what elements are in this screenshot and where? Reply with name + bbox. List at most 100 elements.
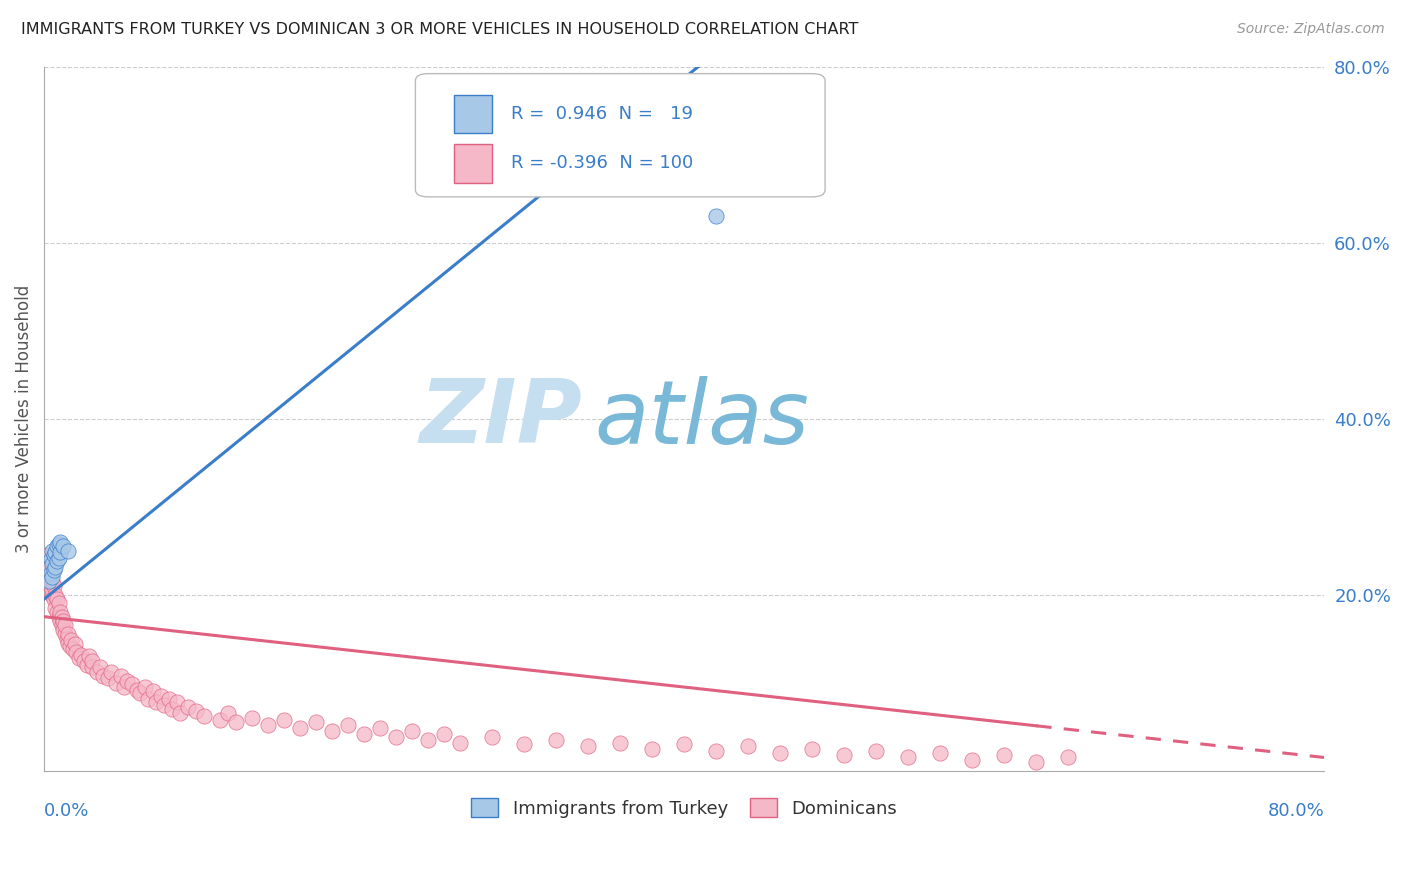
Point bbox=[41, 570, 63, 584]
Point bbox=[962, 753, 984, 767]
Point bbox=[52, 623, 75, 637]
Point bbox=[169, 706, 191, 721]
Point bbox=[39, 552, 62, 566]
Point bbox=[1057, 750, 1080, 764]
Point bbox=[166, 695, 188, 709]
Point bbox=[45, 605, 67, 619]
Point bbox=[160, 702, 183, 716]
Point bbox=[51, 609, 73, 624]
Point bbox=[38, 566, 60, 580]
Point bbox=[44, 545, 66, 559]
Point bbox=[100, 665, 122, 679]
Point bbox=[42, 563, 65, 577]
Point bbox=[67, 651, 90, 665]
Point bbox=[105, 675, 128, 690]
Point bbox=[53, 618, 76, 632]
Point bbox=[49, 614, 72, 628]
Point bbox=[418, 732, 440, 747]
Point bbox=[117, 673, 139, 688]
Y-axis label: 3 or more Vehicles in Household: 3 or more Vehicles in Household bbox=[15, 285, 32, 553]
Text: R =  0.946  N =   19: R = 0.946 N = 19 bbox=[512, 105, 693, 123]
Point bbox=[41, 543, 63, 558]
Point bbox=[45, 554, 67, 568]
Point bbox=[257, 718, 280, 732]
Point bbox=[193, 709, 215, 723]
Point bbox=[52, 614, 75, 628]
Point bbox=[76, 658, 98, 673]
Point bbox=[801, 741, 824, 756]
Point bbox=[673, 737, 696, 751]
Point bbox=[48, 536, 70, 550]
Point bbox=[38, 574, 60, 589]
Point bbox=[41, 588, 63, 602]
Bar bbox=[454, 95, 492, 134]
Bar bbox=[454, 144, 492, 183]
Point bbox=[86, 665, 108, 679]
Point bbox=[769, 746, 792, 760]
Point bbox=[52, 539, 75, 553]
Legend: Immigrants from Turkey, Dominicans: Immigrants from Turkey, Dominicans bbox=[464, 791, 904, 825]
Point bbox=[70, 648, 93, 662]
Point bbox=[42, 548, 65, 562]
Point bbox=[576, 739, 599, 753]
Point bbox=[77, 649, 100, 664]
Text: Source: ZipAtlas.com: Source: ZipAtlas.com bbox=[1237, 22, 1385, 37]
Point bbox=[321, 724, 343, 739]
Point bbox=[149, 689, 172, 703]
Point bbox=[89, 660, 111, 674]
Point bbox=[56, 627, 79, 641]
Text: 0.0%: 0.0% bbox=[44, 803, 90, 821]
Point bbox=[546, 732, 568, 747]
Point bbox=[39, 566, 62, 580]
Point bbox=[53, 627, 76, 641]
Point bbox=[273, 713, 295, 727]
Point bbox=[37, 548, 59, 562]
Point bbox=[44, 600, 66, 615]
Point bbox=[513, 737, 536, 751]
Point bbox=[41, 557, 63, 571]
Point bbox=[337, 718, 360, 732]
Point bbox=[73, 654, 96, 668]
Point bbox=[704, 209, 727, 223]
Point bbox=[39, 570, 62, 584]
Point bbox=[51, 618, 73, 632]
Text: ZIP: ZIP bbox=[419, 376, 582, 462]
Point bbox=[368, 722, 391, 736]
Point bbox=[136, 691, 159, 706]
Point bbox=[225, 715, 247, 730]
Point bbox=[305, 715, 328, 730]
Point bbox=[112, 680, 135, 694]
Point bbox=[385, 731, 408, 745]
Point bbox=[865, 744, 887, 758]
Point bbox=[433, 727, 456, 741]
Point bbox=[125, 682, 148, 697]
Point bbox=[993, 747, 1015, 762]
Point bbox=[49, 545, 72, 559]
Point bbox=[59, 639, 82, 653]
Point bbox=[62, 642, 84, 657]
Point bbox=[41, 574, 63, 589]
Point bbox=[49, 534, 72, 549]
Text: IMMIGRANTS FROM TURKEY VS DOMINICAN 3 OR MORE VEHICLES IN HOUSEHOLD CORRELATION : IMMIGRANTS FROM TURKEY VS DOMINICAN 3 OR… bbox=[21, 22, 859, 37]
Point bbox=[288, 722, 311, 736]
Point bbox=[49, 605, 72, 619]
Point bbox=[48, 550, 70, 565]
Point bbox=[60, 633, 83, 648]
Point bbox=[145, 695, 167, 709]
Point bbox=[48, 597, 70, 611]
Point bbox=[48, 609, 70, 624]
Point bbox=[91, 668, 114, 682]
Point bbox=[63, 637, 86, 651]
FancyBboxPatch shape bbox=[415, 74, 825, 197]
Point bbox=[38, 561, 60, 575]
Point bbox=[42, 579, 65, 593]
Point bbox=[56, 543, 79, 558]
Point bbox=[153, 698, 176, 712]
Point bbox=[177, 700, 200, 714]
Text: R = -0.396  N = 100: R = -0.396 N = 100 bbox=[512, 154, 693, 172]
Point bbox=[897, 750, 920, 764]
Point bbox=[44, 559, 66, 574]
Point bbox=[45, 592, 67, 607]
Point bbox=[44, 588, 66, 602]
Point bbox=[217, 706, 239, 721]
